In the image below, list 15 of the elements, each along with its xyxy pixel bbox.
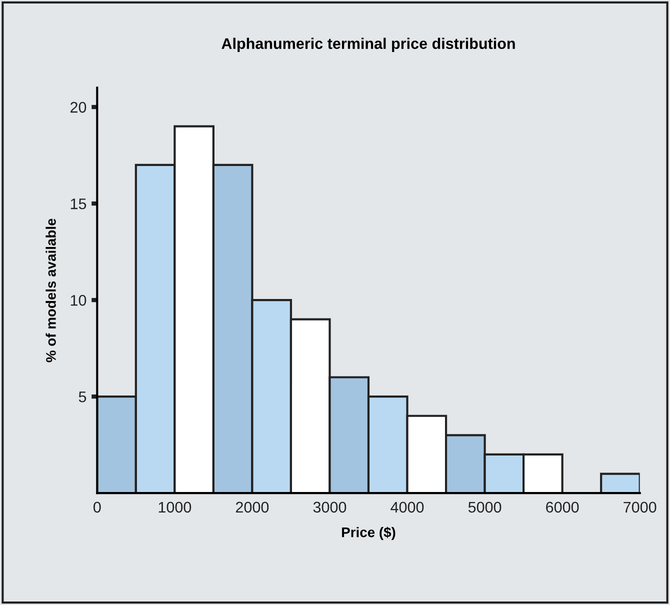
x-axis-title: Price ($): [342, 526, 396, 540]
x-tick-label: 0: [94, 502, 101, 513]
chart-title: Alphanumeric terminal price distribution: [222, 38, 515, 52]
x-tick-label: 6000: [546, 502, 579, 513]
x-tick-label: 3000: [313, 502, 346, 513]
x-tick-label: 7000: [624, 502, 656, 513]
y-tick-label: 10: [70, 294, 86, 306]
x-tick-label: 4000: [390, 502, 424, 513]
y-tick-label: 20: [70, 102, 86, 113]
x-tick-label: 5000: [468, 502, 502, 513]
x-tick-label: 1000: [158, 502, 192, 513]
y-axis-title: % of models available: [46, 218, 56, 362]
y-tick-label: 5: [78, 392, 86, 402]
y-tick-label: 15: [70, 198, 86, 210]
x-tick-label: 2000: [236, 502, 269, 513]
